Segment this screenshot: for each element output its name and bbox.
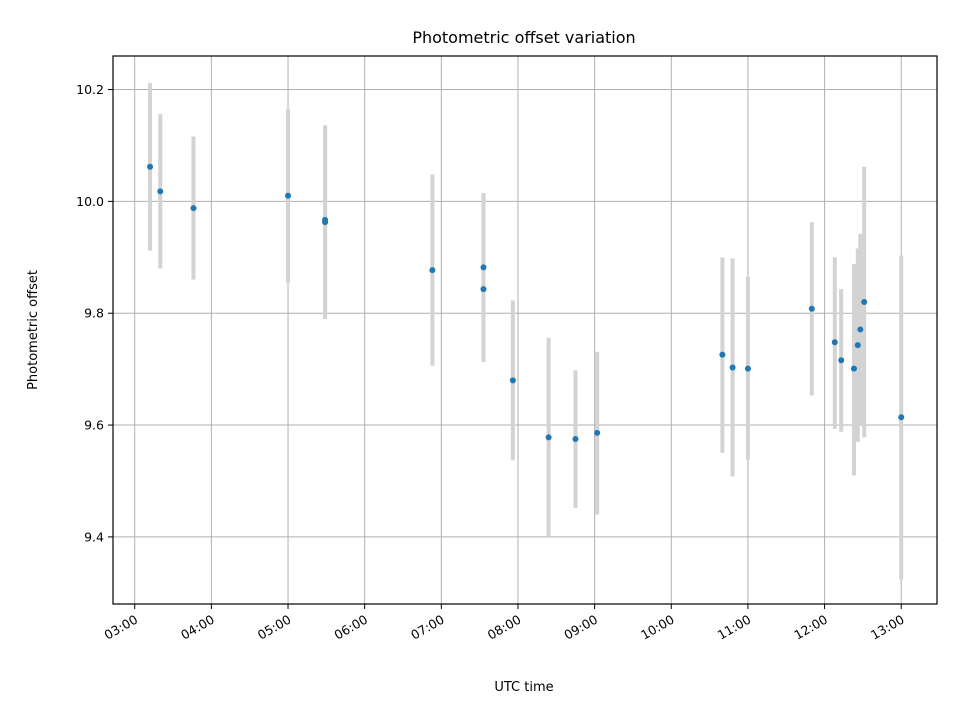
data-point: [429, 267, 436, 274]
data-points: [147, 163, 905, 443]
data-point: [719, 351, 726, 358]
x-tick-label: 06:00: [331, 612, 370, 643]
y-axis-ticks: 9.4 9.6 9.8 10.0 10.2: [76, 82, 113, 544]
x-tick-label: 12:00: [791, 612, 830, 643]
y-tick-label: 9.8: [84, 306, 104, 321]
data-point: [480, 286, 487, 293]
data-point: [594, 429, 601, 436]
data-point: [157, 188, 164, 195]
data-point: [857, 326, 864, 333]
y-tick-label: 9.6: [84, 418, 104, 433]
data-point: [322, 219, 329, 226]
data-point: [898, 414, 905, 421]
data-point: [285, 192, 292, 199]
y-tick-label: 10.2: [76, 82, 104, 97]
x-tick-label: 10:00: [638, 612, 677, 643]
data-point: [147, 163, 154, 170]
data-point: [861, 299, 868, 306]
x-axis-ticks: 03:00 04:00 05:00 06:00 07:00 08:00 09:00 10:00…: [102, 604, 907, 643]
data-point: [545, 434, 552, 441]
data-point: [572, 436, 579, 443]
data-point: [808, 305, 815, 312]
x-axis-label: UTC time: [494, 680, 553, 695]
x-tick-label: 04:00: [178, 612, 217, 643]
data-point: [480, 264, 487, 271]
data-point: [509, 377, 516, 384]
error-bars: [148, 82, 904, 580]
y-tick-label: 9.4: [84, 529, 104, 544]
y-tick-label: 10.0: [76, 194, 104, 209]
data-point: [831, 339, 838, 346]
x-tick-label: 03:00: [102, 612, 141, 643]
x-tick-label: 13:00: [868, 612, 907, 643]
data-point: [744, 365, 751, 372]
x-tick-label: 07:00: [408, 612, 447, 643]
data-point: [850, 365, 857, 372]
data-point: [190, 205, 197, 212]
x-tick-label: 09:00: [561, 612, 600, 643]
x-tick-label: 11:00: [715, 612, 754, 643]
data-point: [854, 342, 861, 349]
x-tick-label: 08:00: [485, 612, 524, 643]
data-point: [729, 364, 736, 371]
y-axis-label: Photometric offset: [26, 270, 41, 390]
x-tick-label: 05:00: [255, 612, 294, 643]
grid: [113, 56, 937, 604]
plot-frame: [112, 55, 938, 605]
chart-title: Photometric offset variation: [412, 28, 635, 47]
data-point: [838, 357, 845, 364]
